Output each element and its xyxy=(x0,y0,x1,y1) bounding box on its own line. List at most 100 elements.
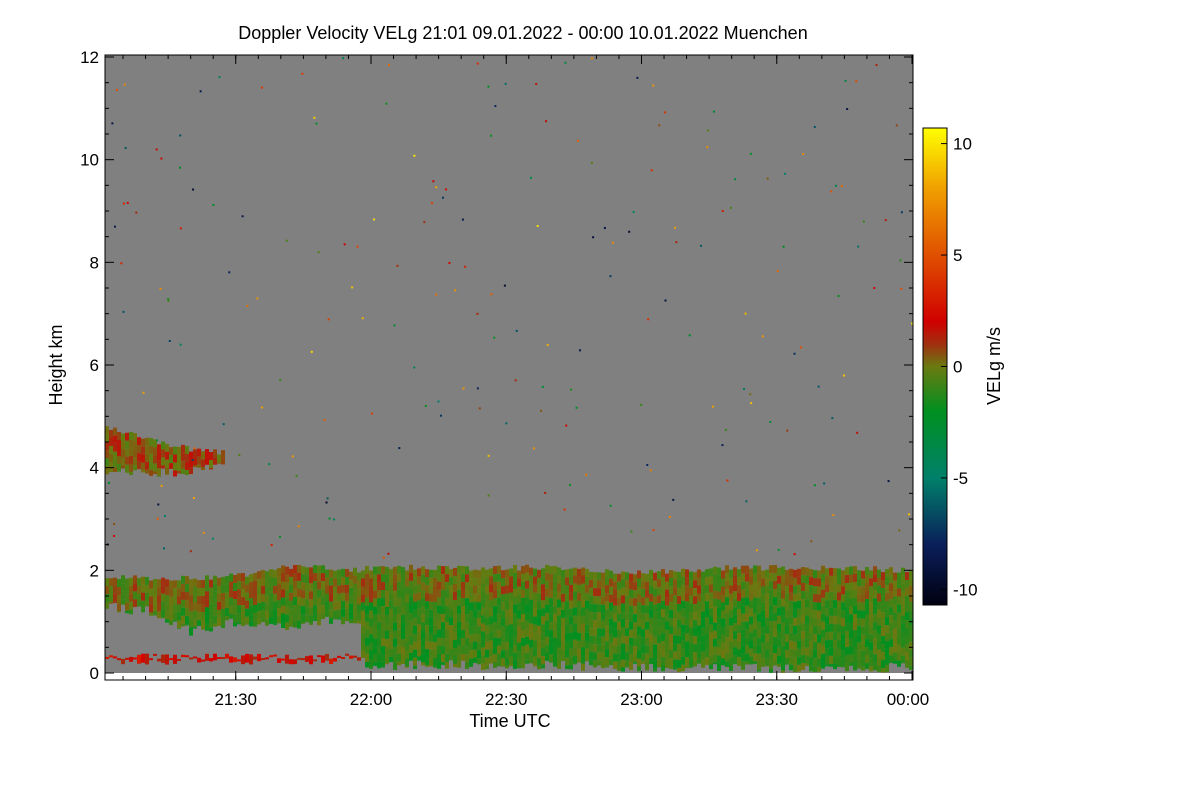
heatmap-cell xyxy=(301,590,305,599)
heatmap-cell xyxy=(593,644,597,653)
heatmap-cell xyxy=(833,608,837,617)
heatmap-cell xyxy=(833,576,837,585)
heatmap-cell xyxy=(757,669,761,672)
heatmap-cell xyxy=(485,601,489,610)
heatmap-cell xyxy=(405,618,409,627)
heatmap-cell xyxy=(833,664,837,670)
heatmap-cell xyxy=(477,602,481,611)
heatmap-cell xyxy=(185,600,189,609)
heatmap-cell xyxy=(449,625,453,634)
heatmap-cell xyxy=(233,583,237,592)
heatmap-cell xyxy=(461,654,465,661)
heatmap-cell xyxy=(821,637,825,646)
heatmap-cell xyxy=(773,645,777,654)
heatmap-cell xyxy=(773,661,777,666)
heatmap-cell xyxy=(117,448,121,457)
heatmap-cell xyxy=(189,595,193,604)
heatmap-cell xyxy=(661,601,665,610)
heatmap-cell xyxy=(661,625,665,634)
heatmap-cell xyxy=(561,641,565,650)
heatmap-cell xyxy=(897,620,901,629)
heatmap-cell xyxy=(161,585,165,594)
heatmap-cell xyxy=(289,659,293,665)
heatmap-cell xyxy=(377,630,381,639)
heatmap-cell xyxy=(573,631,577,640)
heatmap-cell xyxy=(605,569,609,578)
heatmap-cell xyxy=(513,660,517,669)
heatmap-cell xyxy=(153,579,157,588)
heatmap-cell xyxy=(757,597,761,606)
heatmap-cell xyxy=(869,594,873,603)
heatmap-cell xyxy=(897,636,901,645)
heatmap-cell xyxy=(773,581,777,590)
heatmap-cell xyxy=(685,601,689,610)
heatmap-cell xyxy=(245,576,249,585)
heatmap-noise-pixel xyxy=(712,110,715,113)
heatmap-cell xyxy=(893,644,897,653)
heatmap-noise-pixel xyxy=(270,544,273,547)
heatmap-cell xyxy=(585,592,589,601)
heatmap-cell xyxy=(661,633,665,642)
heatmap-cell xyxy=(485,649,489,658)
heatmap-cell xyxy=(453,631,457,640)
heatmap-cell xyxy=(253,620,257,627)
heatmap-cell xyxy=(377,646,381,655)
heatmap-cell xyxy=(545,564,549,573)
heatmap-cell xyxy=(545,620,549,629)
heatmap-cell xyxy=(121,583,125,592)
heatmap-cell xyxy=(817,594,821,603)
heatmap-cell xyxy=(437,597,441,606)
heatmap-cell xyxy=(129,656,133,662)
heatmap-cell xyxy=(709,656,713,665)
heatmap-cell xyxy=(481,655,485,664)
heatmap-cell xyxy=(465,638,469,647)
heatmap-cell xyxy=(293,581,297,590)
heatmap-cell xyxy=(337,655,341,658)
heatmap-cell xyxy=(185,446,189,455)
heatmap-cell xyxy=(641,581,645,590)
heatmap-cell xyxy=(145,584,149,593)
heatmap-cell xyxy=(729,633,733,642)
heatmap-cell xyxy=(637,578,641,587)
heatmap-cell xyxy=(593,612,597,621)
heatmap-cell xyxy=(381,598,385,607)
heatmap-cell xyxy=(637,610,641,619)
heatmap-cell xyxy=(485,633,489,642)
heatmap-cell xyxy=(277,568,281,577)
heatmap-cell xyxy=(829,607,833,616)
heatmap-cell xyxy=(797,616,801,625)
heatmap-noise-pixel xyxy=(476,312,479,315)
heatmap-cell xyxy=(885,633,889,642)
heatmap-cell xyxy=(689,651,693,660)
heatmap-noise-pixel xyxy=(454,289,457,292)
heatmap-cell xyxy=(849,646,853,655)
heatmap-cell xyxy=(825,584,829,593)
heatmap-cell xyxy=(909,593,913,602)
heatmap-cell xyxy=(497,605,501,614)
heatmap-cell xyxy=(697,633,701,642)
heatmap-cell xyxy=(369,570,373,579)
heatmap-cell xyxy=(689,643,693,652)
heatmap-cell xyxy=(377,590,381,599)
heatmap-cell xyxy=(805,591,809,600)
heatmap-cell xyxy=(357,604,361,613)
heatmap-cell xyxy=(537,657,541,666)
heatmap-cell xyxy=(277,592,281,601)
heatmap-cell xyxy=(537,665,541,670)
heatmap-cell xyxy=(413,617,417,626)
heatmap-cell xyxy=(741,621,745,630)
heatmap-cell xyxy=(181,623,185,627)
heatmap-cell xyxy=(889,575,893,584)
heatmap-cell xyxy=(301,614,305,623)
heatmap-cell xyxy=(901,575,905,584)
heatmap-cell xyxy=(553,573,557,582)
heatmap-cell xyxy=(853,645,857,654)
heatmap-cell xyxy=(585,632,589,641)
heatmap-cell xyxy=(409,644,413,653)
heatmap-cell xyxy=(801,631,805,640)
heatmap-cell xyxy=(241,597,245,606)
heatmap-cell xyxy=(109,469,113,473)
heatmap-cell xyxy=(545,572,549,581)
heatmap-cell xyxy=(301,658,305,661)
heatmap-cell xyxy=(153,595,157,604)
